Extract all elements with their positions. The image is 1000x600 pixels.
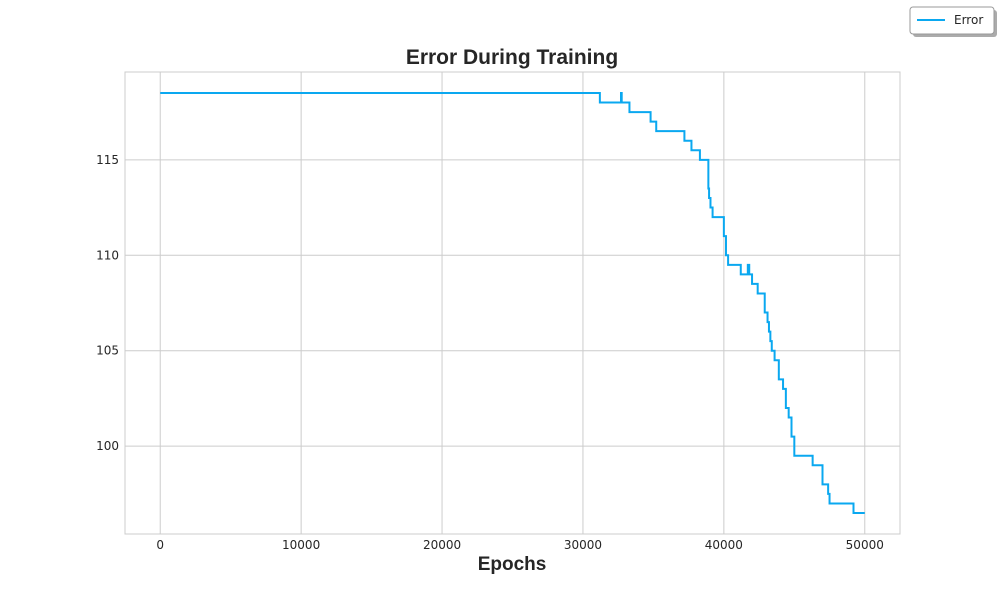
x-tick-label: 20000: [423, 538, 461, 552]
x-axis-label: Epochs: [478, 554, 547, 575]
series-line-error: [160, 92, 865, 514]
x-tick-label: 10000: [282, 538, 320, 552]
legend-label-error: Error: [954, 13, 983, 27]
x-tick-label: 30000: [564, 538, 602, 552]
x-axis-ticks: 0 10000 20000 30000 40000 50000: [156, 538, 883, 552]
chart-title: Error During Training: [406, 46, 618, 69]
y-tick-label: 105: [96, 344, 119, 358]
y-tick-label: 100: [96, 439, 119, 453]
x-tick-label: 0: [156, 538, 164, 552]
legend-box: [909, 6, 995, 35]
grid: [125, 72, 900, 534]
x-tick-label: 40000: [705, 538, 743, 552]
legend: Error: [909, 6, 997, 37]
x-tick-label: 50000: [846, 538, 884, 552]
plot-area: [124, 71, 901, 535]
y-tick-label: 115: [96, 153, 119, 167]
y-tick-label: 110: [96, 248, 119, 262]
y-axis-ticks: 100 105 110 115: [96, 153, 119, 453]
series-layer: [160, 92, 865, 514]
